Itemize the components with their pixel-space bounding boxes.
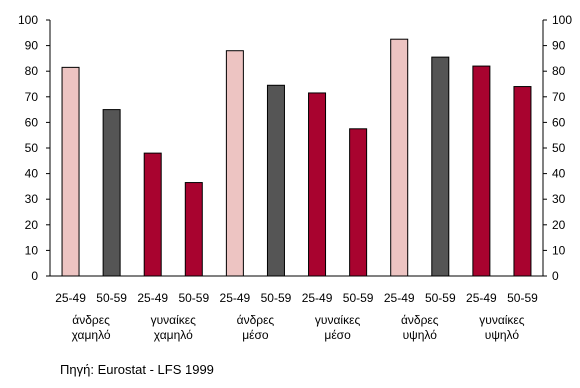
category-label: 50-59	[178, 291, 209, 305]
bar	[390, 38, 409, 277]
category-label: 50-59	[507, 291, 538, 305]
group-label-line2: χαμηλό	[72, 328, 111, 342]
category-label: 50-59	[343, 291, 374, 305]
category-label: 50-59	[96, 291, 127, 305]
right-y-tick-label: 40	[552, 167, 566, 181]
right-y-tick-label: 90	[552, 39, 566, 53]
source-note: Πηγή: Eurostat - LFS 1999	[60, 362, 214, 377]
category-label: 25-49	[302, 291, 333, 305]
right-y-tick-label: 50	[552, 141, 566, 155]
category-label: 25-49	[137, 291, 168, 305]
group-label-line2: μέσο	[324, 328, 351, 342]
bar	[184, 182, 203, 277]
bar	[225, 50, 244, 277]
bar	[61, 66, 80, 277]
bar	[431, 56, 450, 277]
bars	[61, 38, 532, 277]
group-label-line1: γυναίκες	[315, 313, 361, 327]
right-y-tick-label: 80	[552, 64, 566, 78]
bar	[266, 84, 285, 277]
left-y-tick-label: 60	[25, 115, 39, 129]
right-y-tick-label: 100	[552, 13, 572, 27]
category-label: 25-49	[466, 291, 497, 305]
left-y-tick-label: 90	[25, 39, 39, 53]
group-label-line1: γυναίκες	[151, 313, 197, 327]
group-label-line1: άνδρες	[401, 313, 439, 327]
category-label: 25-49	[384, 291, 415, 305]
right-y-tick-label: 60	[552, 115, 566, 129]
category-label: 50-59	[261, 291, 292, 305]
group-label-line2: υψηλό	[403, 328, 438, 342]
category-label: 50-59	[425, 291, 456, 305]
bar	[102, 109, 121, 277]
group-label-line1: γυναίκες	[479, 313, 525, 327]
category-label: 25-49	[220, 291, 251, 305]
group-label-line2: μέσο	[242, 328, 269, 342]
left-y-tick-label: 30	[25, 192, 39, 206]
right-y-tick-label: 10	[552, 243, 566, 257]
left-y-tick-label: 40	[25, 167, 39, 181]
x-labels: 25-49 50-59 25-49 50-59 25-49 50-59 25-49 50-59…	[55, 291, 538, 342]
left-y-tick-label: 10	[25, 243, 39, 257]
bar	[143, 152, 162, 277]
left-y-tick-label: 70	[25, 90, 39, 104]
category-label: 25-49	[55, 291, 86, 305]
group-label-line2: υψηλό	[485, 328, 520, 342]
left-y-tick-label: 100	[18, 13, 38, 27]
left-y-tick-label: 80	[25, 64, 39, 78]
right-y-tick-label: 70	[552, 90, 566, 104]
bar	[472, 65, 491, 277]
right-y-tick-label: 0	[552, 269, 559, 283]
bar	[308, 92, 327, 277]
right-y-tick-label: 30	[552, 192, 566, 206]
group-label-line1: άνδρες	[72, 313, 110, 327]
left-y-tick-label: 0	[31, 269, 38, 283]
group-label-line2: χαμηλό	[154, 328, 193, 342]
bar	[513, 86, 532, 277]
bar	[349, 128, 368, 277]
right-y-tick-label: 20	[552, 218, 566, 232]
axes: 0 0 10 10 20 20 30 30 40 40 50 50 60 60 70 70 80 80 90 90 10…	[18, 13, 572, 283]
group-label-line1: άνδρες	[237, 313, 275, 327]
left-y-tick-label: 50	[25, 141, 39, 155]
left-y-tick-label: 20	[25, 218, 39, 232]
